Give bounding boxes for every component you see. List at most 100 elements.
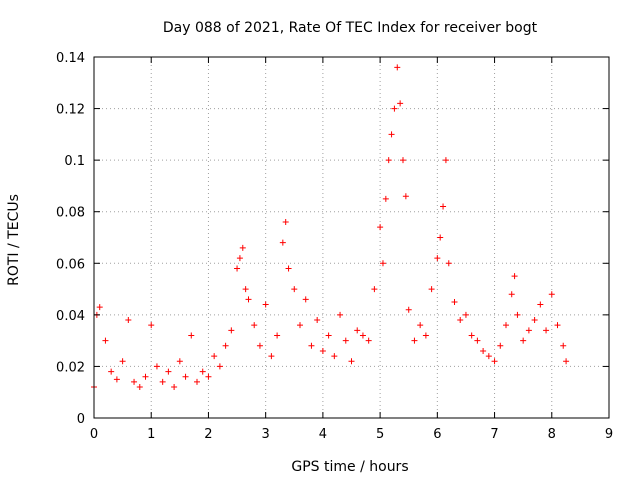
- data-point: [560, 342, 567, 349]
- data-point: [474, 337, 481, 344]
- data-point: [379, 260, 386, 267]
- data-point: [511, 273, 518, 280]
- data-point: [563, 358, 570, 365]
- data-point: [182, 373, 189, 380]
- data-point: [222, 342, 229, 349]
- data-point: [331, 353, 338, 360]
- data-point: [228, 327, 235, 334]
- data-point: [194, 378, 200, 385]
- x-tick-label: 5: [376, 427, 384, 442]
- data-point: [242, 286, 249, 293]
- data-point: [216, 363, 223, 370]
- data-point: [108, 368, 115, 375]
- data-point: [297, 322, 303, 329]
- data-point: [405, 306, 412, 313]
- data-point: [491, 358, 498, 365]
- axis-ticks: 0 1 2 3 4 5 6 7 8 9 0 0.02 0.04 0.06 0.08 0.1 0.12 0.14: [56, 51, 613, 442]
- data-point: [520, 337, 527, 344]
- y-tick-label: 0.12: [56, 103, 85, 118]
- data-point: [239, 244, 246, 251]
- x-tick-label: 1: [147, 427, 155, 442]
- data-point: [236, 255, 243, 262]
- data-point: [508, 291, 515, 298]
- data-point: [176, 358, 183, 365]
- data-point: [434, 255, 441, 262]
- data-point: [282, 219, 289, 226]
- data-point: [397, 100, 404, 107]
- y-tick-label: 0.02: [56, 360, 85, 375]
- data-point: [531, 317, 538, 324]
- y-tick-label: 0.08: [56, 206, 85, 221]
- data-point: [462, 311, 469, 318]
- data-point: [199, 368, 206, 375]
- data-point: [543, 327, 550, 334]
- data-point: [537, 301, 544, 308]
- data-point: [274, 332, 281, 339]
- x-tick-label: 7: [490, 427, 498, 442]
- data-point: [102, 337, 109, 344]
- data-point: [159, 378, 166, 385]
- data-point: [525, 327, 532, 334]
- data-point: [388, 131, 395, 138]
- data-point: [442, 157, 449, 164]
- data-point: [411, 337, 418, 344]
- data-point: [131, 378, 138, 385]
- data-point: [325, 332, 332, 339]
- x-tick-label: 8: [548, 427, 556, 442]
- data-point: [382, 195, 389, 202]
- data-point: [308, 342, 315, 349]
- data-point: [342, 337, 349, 344]
- data-point: [314, 317, 321, 324]
- data-point: [268, 353, 275, 360]
- data-point: [514, 311, 521, 318]
- y-tick-label: 0.14: [56, 51, 85, 66]
- data-point: [234, 265, 241, 272]
- x-tick-label: 6: [433, 427, 441, 442]
- data-point: [359, 332, 366, 339]
- data-point: [457, 317, 464, 324]
- x-tick-label: 4: [319, 427, 327, 442]
- y-tick-label: 0: [77, 412, 85, 427]
- data-point: [437, 234, 444, 241]
- data-point: [417, 322, 424, 329]
- data-point: [371, 286, 378, 293]
- data-points: [91, 64, 570, 391]
- data-point: [377, 224, 384, 231]
- data-point: [251, 322, 258, 329]
- data-point: [262, 301, 269, 308]
- data-point: [440, 203, 447, 210]
- data-point: [153, 363, 160, 370]
- data-point: [291, 286, 298, 293]
- data-point: [319, 347, 326, 354]
- data-point: [211, 353, 218, 360]
- data-point: [96, 304, 103, 311]
- data-point: [205, 373, 212, 380]
- data-point: [113, 376, 120, 383]
- x-tick-label: 2: [204, 427, 212, 442]
- chart-title: Day 088 of 2021, Rate Of TEC Index for r…: [163, 20, 538, 36]
- data-point: [394, 64, 401, 71]
- data-point: [354, 327, 361, 334]
- x-axis-label: GPS time / hours: [291, 459, 408, 475]
- plot-frame: [93, 56, 610, 419]
- x-tick-label: 3: [262, 427, 270, 442]
- data-point: [445, 260, 452, 267]
- data-point: [302, 296, 309, 303]
- data-point: [165, 368, 172, 375]
- data-point: [428, 286, 435, 293]
- data-point: [136, 384, 143, 391]
- data-point: [365, 337, 372, 344]
- x-tick-label: 0: [90, 427, 98, 442]
- data-point: [451, 298, 458, 305]
- data-point: [503, 322, 509, 329]
- data-point: [285, 265, 292, 272]
- data-point: [148, 322, 155, 329]
- data-point: [385, 157, 392, 164]
- data-point: [402, 193, 409, 200]
- data-point: [279, 239, 286, 246]
- y-tick-label: 0.06: [56, 257, 85, 272]
- data-point: [348, 358, 355, 365]
- data-point: [171, 384, 178, 391]
